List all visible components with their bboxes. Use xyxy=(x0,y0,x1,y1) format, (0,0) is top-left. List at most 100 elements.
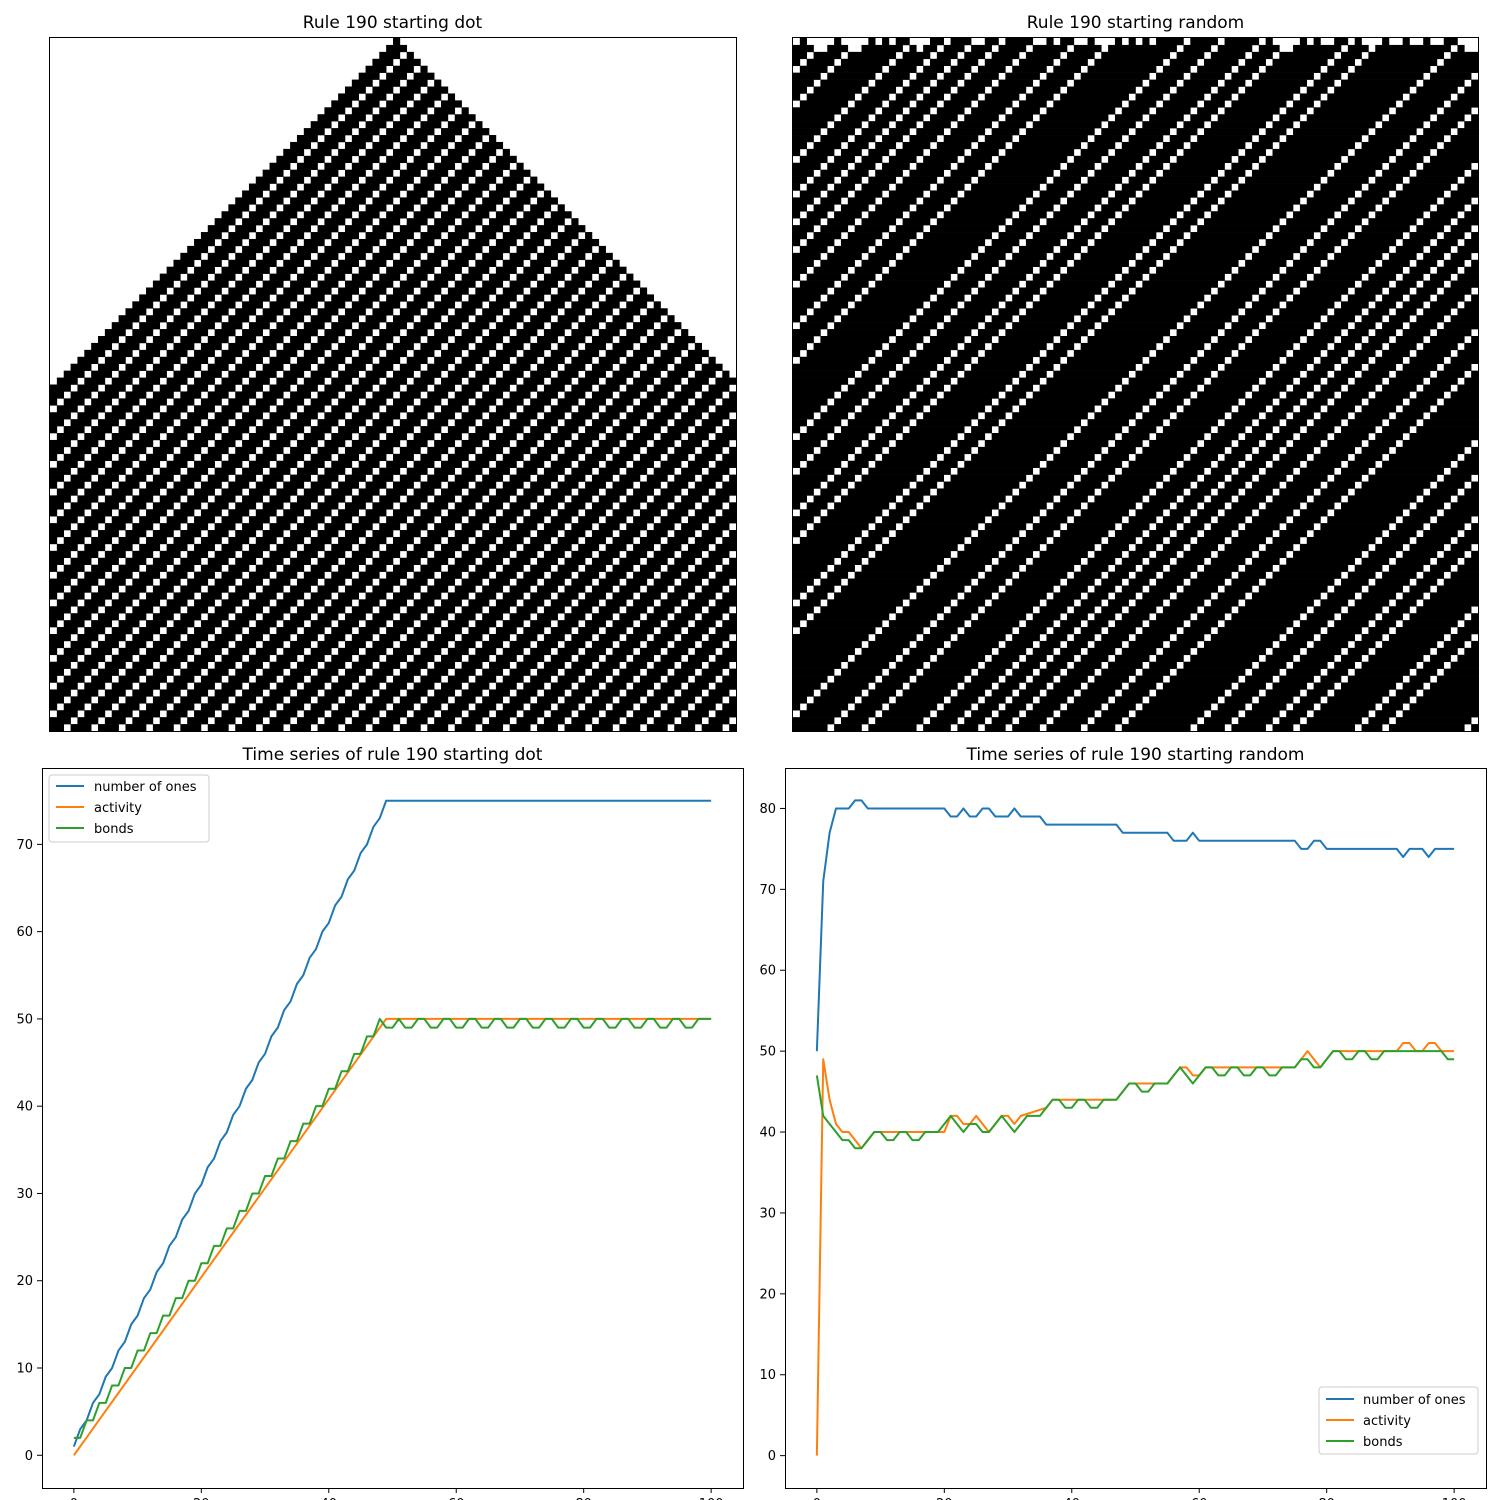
ca-cell-run xyxy=(1279,363,1308,371)
ca-cell-run xyxy=(1197,446,1225,455)
ca-cell-run xyxy=(248,543,270,552)
ca-cell-run xyxy=(943,564,986,572)
ca-cell-run xyxy=(646,585,668,593)
ca-cell-run xyxy=(235,585,257,593)
ca-cell-run xyxy=(255,509,277,517)
ca-cell-run xyxy=(399,280,421,288)
ca-cell-run xyxy=(379,412,401,420)
ca-cell-run xyxy=(1224,509,1253,517)
ca-cell-run xyxy=(269,356,291,365)
ca-cell-run xyxy=(77,495,99,503)
ca-cell-run xyxy=(427,419,449,427)
ca-cell-run xyxy=(152,419,174,427)
ca-cell-run xyxy=(1450,661,1479,669)
ca-cell-run xyxy=(701,696,723,704)
ca-cell-run xyxy=(379,107,401,115)
ca-cell-run xyxy=(1190,204,1212,212)
ca-cell-run xyxy=(50,509,58,517)
ca-cell-run xyxy=(365,564,387,572)
ca-cell-run xyxy=(310,232,332,240)
ca-cell-run xyxy=(1032,86,1061,94)
ca-cell-run xyxy=(793,426,801,434)
ca-cell-run xyxy=(1135,633,1171,642)
ca-cell-run xyxy=(1327,439,1362,448)
ca-cell-run xyxy=(1457,654,1479,662)
ca-cell-run xyxy=(1334,218,1362,226)
ca-cell-run xyxy=(1039,266,1061,274)
ca-cell-run xyxy=(180,252,202,261)
ca-cell-run xyxy=(344,141,366,150)
ca-cell-run xyxy=(1354,564,1383,572)
ca-cell-run xyxy=(530,259,552,267)
ca-cell-run xyxy=(1087,335,1164,344)
ca-cell-run xyxy=(1293,661,1328,669)
ca-cell-run xyxy=(125,502,147,510)
ca-cell-run xyxy=(303,128,325,136)
ca-cell-run xyxy=(537,335,558,344)
ca-cell-run xyxy=(793,79,814,87)
ca-cell-run xyxy=(159,689,181,697)
ca-cell-run xyxy=(626,717,648,725)
ca-cell-run xyxy=(674,474,696,482)
ca-cell-run xyxy=(228,564,250,572)
ca-cell-run xyxy=(591,640,613,649)
ca-cell-run xyxy=(441,460,462,468)
ca-cell-run xyxy=(413,322,435,330)
ca-cell-run xyxy=(310,259,332,267)
ca-cell-run xyxy=(813,342,883,351)
ca-cell-run xyxy=(653,717,675,725)
ca-cell-run xyxy=(77,689,99,697)
ca-cell-run xyxy=(255,287,277,295)
ca-cell-run xyxy=(351,606,373,614)
ca-cell-run xyxy=(331,238,353,247)
timeseries-random-title: Time series of rule 190 starting random xyxy=(966,745,1305,765)
ca-cell-run xyxy=(557,342,579,351)
ca-cell-run xyxy=(303,211,325,219)
ca-cell-run xyxy=(1067,86,1136,94)
ca-cell-run xyxy=(166,682,188,690)
ca-cell-run xyxy=(1457,384,1479,392)
ca-cell-run xyxy=(1012,724,1040,732)
ca-cell-run xyxy=(413,183,435,191)
ca-cell-run xyxy=(324,356,346,365)
ca-cell-run xyxy=(365,259,387,267)
ca-cell-run xyxy=(1430,654,1451,662)
ca-cell-run xyxy=(793,647,855,656)
ca-cell-run xyxy=(420,620,442,628)
ca-cell-run xyxy=(50,640,65,649)
ca-cell-run xyxy=(331,599,353,607)
ca-cell-run xyxy=(1457,460,1479,468)
ca-cell-run xyxy=(454,585,476,593)
ca-cell-run xyxy=(413,543,435,552)
ca-cell-run xyxy=(550,543,572,552)
ca-cell-run xyxy=(303,543,325,552)
ca-cell-run xyxy=(537,502,558,510)
ca-cell-run xyxy=(77,523,99,531)
ca-cell-run xyxy=(255,370,277,378)
ca-cell-run xyxy=(1067,356,1143,365)
ca-cell-run xyxy=(317,419,339,427)
ca-cell-run xyxy=(406,384,428,392)
ca-cell-run xyxy=(1368,439,1397,448)
ca-cell-run xyxy=(793,141,807,150)
ca-cell-run xyxy=(1210,523,1239,531)
ca-cell-run xyxy=(1156,349,1198,358)
ca-cell-run xyxy=(489,689,510,697)
ca-cell-run xyxy=(104,633,126,642)
ca-cell-run xyxy=(793,696,807,704)
ca-cell-run xyxy=(1087,218,1109,226)
ca-cell-run xyxy=(1327,315,1355,323)
ca-cell-run xyxy=(180,446,202,455)
ca-cell-run xyxy=(1156,72,1184,80)
ca-cell-run xyxy=(1382,613,1403,621)
ca-cell-run xyxy=(1293,627,1321,635)
ca-cell-run xyxy=(1258,661,1287,669)
ca-cell-run xyxy=(1375,433,1403,441)
ca-cell-run xyxy=(1430,412,1479,420)
ca-cell-run xyxy=(1334,689,1390,697)
ca-cell-run xyxy=(1094,301,1116,309)
ca-cell-run xyxy=(585,592,606,600)
ca-cell-run xyxy=(813,176,835,184)
ca-cell-run xyxy=(1039,467,1081,475)
ca-cell-run xyxy=(930,627,958,635)
